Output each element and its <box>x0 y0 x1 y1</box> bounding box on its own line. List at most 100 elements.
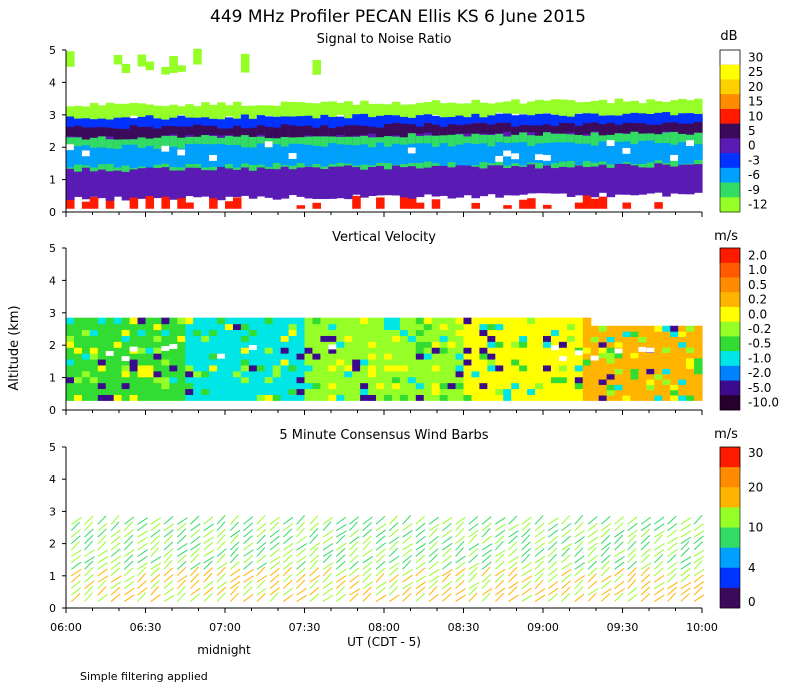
velocity-cell <box>320 347 329 354</box>
velocity-cell <box>89 353 99 360</box>
snr-cell-blue-edge <box>654 110 663 125</box>
velocity-cell <box>105 323 115 331</box>
wind-barb <box>336 523 347 532</box>
velocity-cell <box>344 353 353 360</box>
velocity-cell <box>177 394 186 401</box>
velocity-cell <box>384 329 393 336</box>
wind-barb <box>389 536 400 545</box>
velocity-cell <box>169 353 178 360</box>
velocity-cell <box>248 364 258 372</box>
snr-cell-dark-layer <box>503 119 512 132</box>
velocity-cell <box>447 341 457 348</box>
wind-barb <box>243 529 254 538</box>
snr-cell-cyan-band <box>153 148 162 165</box>
velocity-cell <box>121 317 131 325</box>
velocity-cell <box>543 353 552 360</box>
wind-barb <box>601 575 612 583</box>
wind-barb <box>190 542 201 551</box>
velocity-cell <box>622 368 632 375</box>
wind-barb <box>495 587 506 596</box>
wind-barb <box>309 586 320 596</box>
snr-cell-dark-layer <box>431 120 441 136</box>
snr-cell-dark-layer <box>232 121 242 137</box>
velocity-cell <box>137 317 147 325</box>
velocity-panel-title: Vertical Velocity <box>332 230 436 245</box>
velocity-cell <box>89 358 99 366</box>
wind-barb <box>335 593 347 602</box>
wind-barb <box>561 580 571 590</box>
wind-barb <box>163 553 173 564</box>
wind-barb <box>481 543 493 551</box>
wind-barb <box>203 541 214 551</box>
snr-cell-cyan-band <box>574 143 584 166</box>
wind-barb <box>388 567 399 577</box>
velocity-cell <box>471 382 480 390</box>
wind-barb <box>137 555 148 564</box>
velocity-cell <box>431 376 441 384</box>
wind-barb <box>296 594 307 602</box>
velocity-cell <box>193 364 202 372</box>
velocity-cell <box>654 389 663 396</box>
velocity-cell <box>89 347 99 354</box>
velocity-cell <box>89 364 99 372</box>
velocity-cell <box>89 370 99 378</box>
wind-barb <box>402 535 412 544</box>
wind-barb <box>322 543 334 551</box>
velocity-colorbar: 2.01.00.50.20.0-0.2-0.5-1.0-2.0-5.0-10.0 <box>719 247 779 411</box>
velocity-cell <box>288 353 298 360</box>
velocity-cell <box>447 370 457 378</box>
snr-cell-blue-edge <box>447 115 457 125</box>
snr-cell-cyan-band <box>630 144 639 165</box>
velocity-cell <box>487 353 496 360</box>
wind-barb <box>230 568 241 577</box>
wind-barb <box>521 575 533 583</box>
colorbar-label: 0.0 <box>748 307 767 321</box>
velocity-cell <box>161 370 170 378</box>
snr-cell-dark-layer <box>225 122 234 136</box>
snr-cell-dark-layer <box>646 120 655 134</box>
velocity-cell <box>264 364 274 372</box>
colorbar-frame <box>719 247 741 411</box>
snr-cell-cyan-band <box>431 146 441 164</box>
velocity-cell <box>177 323 186 331</box>
velocity-cell <box>209 341 218 348</box>
velocity-cell <box>630 336 639 343</box>
snr-cell-blue-edge <box>479 113 488 123</box>
snr-cell-blue-edge <box>662 111 671 123</box>
snr-cell-cyan-band <box>360 144 369 165</box>
snr-cell-blue-edge <box>344 114 353 126</box>
wind-barb <box>282 554 293 564</box>
velocity-cell <box>479 341 488 348</box>
velocity-cell <box>89 382 99 390</box>
velocity-cell <box>630 394 639 401</box>
velocity-cell <box>288 364 298 372</box>
velocity-cell <box>296 323 306 331</box>
snr-cell-dark-layer <box>240 124 250 136</box>
wind-barb <box>216 562 228 570</box>
snr-cell-upper-patches <box>193 48 202 65</box>
wind-barb <box>521 561 532 570</box>
velocity-cell <box>97 353 107 360</box>
snr-cell-cyan-band <box>519 142 528 166</box>
wind-barb <box>653 554 664 564</box>
velocity-cell <box>185 329 194 336</box>
snr-cell-top-green <box>566 100 576 117</box>
colorbar-label: 10 <box>748 109 763 123</box>
velocity-cell <box>169 347 178 354</box>
velocity-cell <box>431 317 441 325</box>
velocity-cell <box>145 317 155 325</box>
velocity-cell <box>527 341 536 348</box>
velocity-cell <box>280 382 290 390</box>
velocity-cell <box>81 329 91 336</box>
velocity-cell <box>264 358 274 366</box>
velocity-cell <box>455 347 465 354</box>
wind-barb <box>402 581 414 590</box>
wind-barb <box>203 556 215 564</box>
velocity-cell <box>185 353 194 360</box>
snr-cell-low-red-cells <box>89 196 99 209</box>
wind-barb <box>163 534 173 544</box>
velocity-cell <box>272 323 282 331</box>
velocity-cell <box>264 353 274 360</box>
colorbar-swatch <box>720 567 740 589</box>
velocity-cell <box>113 329 123 336</box>
